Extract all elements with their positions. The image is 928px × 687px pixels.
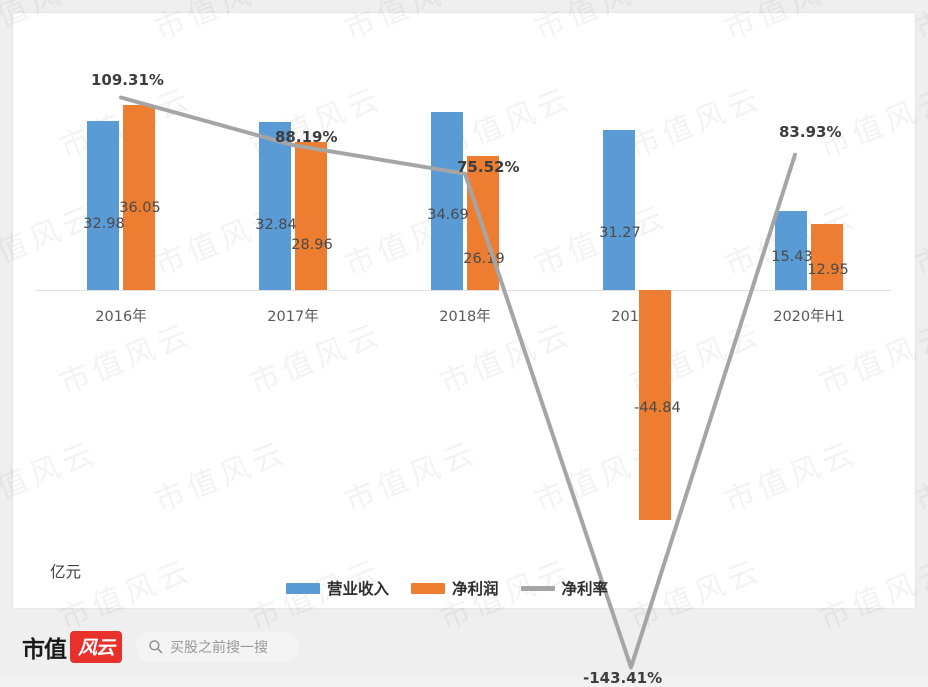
legend-label: 净利润 [452,580,499,598]
legend-swatch [520,585,555,591]
search-icon [149,640,163,654]
legend-label: 净利率 [561,580,609,598]
x-axis-tick: 2019年 [611,309,663,325]
x-axis-tick: 2017年 [267,309,319,325]
bar-营业收入-2017年 [259,121,291,290]
x-axis-tick: 2016年 [95,309,147,325]
logo-badge: 风云 [70,630,123,663]
legend-label: 营业收入 [327,580,390,598]
bar-value-label: 36.05 [119,200,161,217]
x-axis-tick: 2020年H1 [773,309,845,325]
bar-营业收入-2018年 [431,112,463,290]
legend-swatch [411,582,446,594]
legend-item-营业收入[interactable]: 营业收入 [286,577,389,599]
bar-value-label: 26.19 [463,250,505,267]
zero-baseline [36,290,891,291]
search-placeholder: 买股之前搜一搜 [170,639,269,656]
net-margin-label: 83.93% [779,122,842,141]
x-axis-tick: 2018年 [439,309,491,325]
bar-value-label: 31.27 [599,224,641,241]
legend-item-净利润[interactable]: 净利润 [411,577,499,599]
axis-unit-label: 亿元 [50,563,82,581]
legend-item-净利率[interactable]: 净利率 [520,577,609,599]
bar-净利润-2017年 [295,141,327,290]
bar-营业收入-2016年 [87,121,119,290]
bar-value-label: 34.69 [427,207,469,224]
bar-value-label: -44.84 [634,399,681,416]
net-margin-label: 75.52% [457,157,520,176]
legend-swatch [286,582,320,594]
bar-value-label: 12.95 [807,261,849,278]
brand-logo: 市值 风云 [22,630,123,664]
bar-净利润-2016年 [123,105,155,290]
bar-净利润-2018年 [467,155,499,290]
bar-value-label: 32.98 [83,216,125,233]
logo-text: 市值 [22,636,67,663]
chart-legend: 营业收入 净利润 净利率 [286,577,608,599]
bar-value-label: 28.96 [291,236,333,253]
bar-营业收入-2019年 [603,129,635,290]
net-margin-label: 109.31% [91,70,164,89]
net-margin-label: 88.19% [275,128,338,147]
bar-value-label: 32.84 [255,216,297,233]
footer-bar: 市值 风云 买股之前搜一搜 [0,615,928,678]
search-bar[interactable]: 买股之前搜一搜 [136,631,300,662]
bar-净利润-2020年H1 [811,223,843,290]
